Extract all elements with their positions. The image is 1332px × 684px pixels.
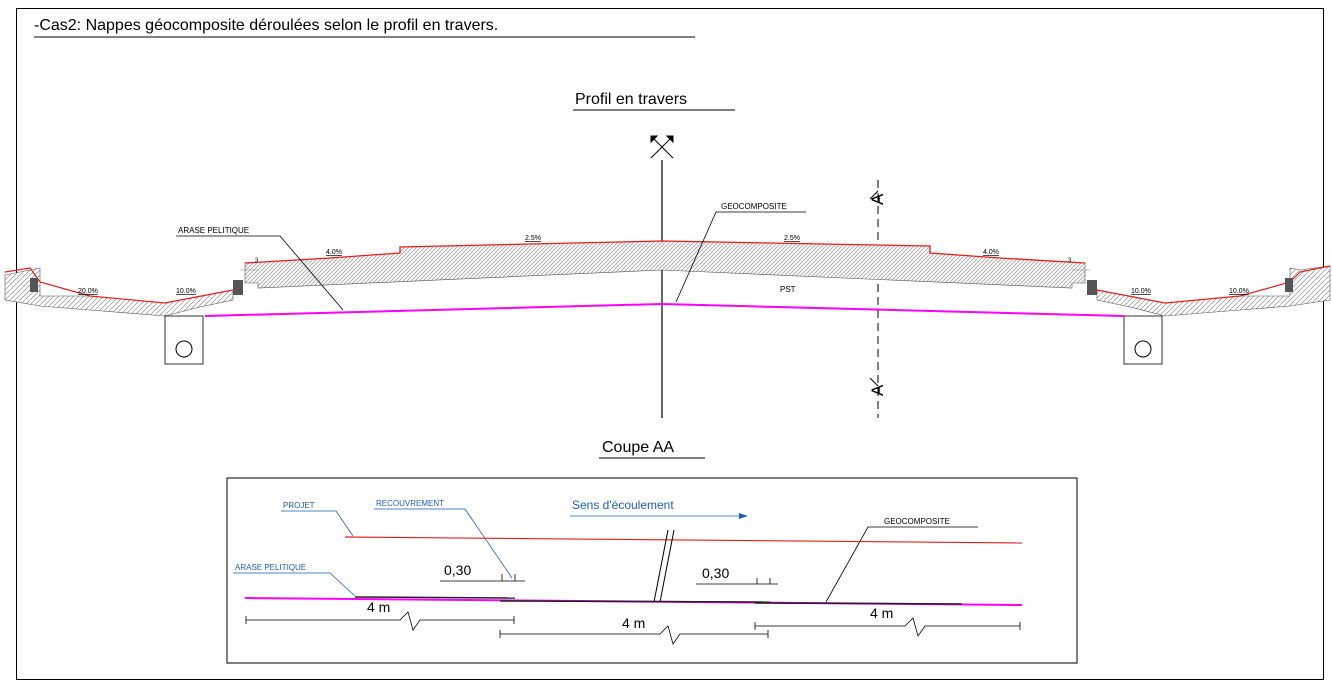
left-drain-pipe-icon [175, 340, 193, 358]
profile-label-arase: ARASE PELITIQUE [178, 226, 249, 235]
geocomposite-sheet-3 [754, 602, 963, 605]
section-label-projet: PROJET [283, 501, 315, 510]
section-marker-bottom: A [868, 384, 887, 396]
section-label-recouvrement: RECOUVREMENT [376, 499, 444, 508]
section-label-geocomposite: GEOCOMPOSITE [884, 517, 950, 526]
road-structure [233, 240, 1097, 295]
profile-label-geocomposite: GEOCOMPOSITE [721, 202, 787, 211]
profile-title: Profil en travers [575, 91, 687, 108]
slope-left-shoulder: 4.0% [326, 249, 342, 256]
projet-line [344, 536, 1023, 544]
leader-arase [233, 572, 356, 597]
overlap-2: 0,30 [702, 565, 729, 581]
slope-right-shoulder: 4.0% [983, 249, 999, 256]
slope-far-left: 20.0% [78, 288, 98, 295]
flow-direction: Sens d'écoulement [572, 498, 674, 512]
drawing-frame [16, 8, 1324, 680]
profile-label-pst: PST [780, 285, 796, 294]
overlap-dim-2 [696, 578, 778, 585]
left-ditch [4, 267, 234, 365]
profile-leader-arase [176, 235, 344, 311]
leader-projet [281, 510, 354, 537]
profile-leader-geocomposite [675, 211, 806, 303]
case-title: -Cas2: Nappes géocomposite déroulées sel… [34, 17, 498, 34]
leader-geocomposite [825, 526, 978, 603]
mark-left: 3 [255, 258, 259, 264]
slope-far-right: 10.0% [1229, 288, 1249, 295]
flow-arrow-icon [739, 513, 748, 519]
section-arrow-bottom [869, 377, 879, 387]
section-arrow-top [869, 190, 879, 200]
right-curb [1087, 280, 1097, 295]
left-curb [233, 280, 243, 295]
slope-right-lane: 2.5% [784, 235, 800, 242]
length-2: 4 m [622, 615, 645, 631]
section-marker-top: A [868, 193, 887, 205]
geocomposite-sheet-2 [499, 600, 771, 603]
geocomposite-sheet-1 [354, 596, 516, 599]
length-dim-3 [754, 617, 1021, 637]
slope-right-ditch: 10.0% [1131, 288, 1151, 295]
slope-left-lane: 2.5% [525, 235, 541, 242]
leader-recouvrement [374, 508, 513, 579]
arase-pelitique-line [204, 302, 1125, 317]
length-dim-2 [499, 625, 769, 645]
right-ditch [1096, 265, 1331, 365]
right-drain-pipe-icon [1134, 340, 1152, 358]
slope-left-ditch: 10.0% [176, 288, 196, 295]
section-panel [226, 477, 1078, 664]
mark-right: 3 [1068, 258, 1072, 264]
length-3: 4 m [870, 605, 893, 621]
section-title: Coupe AA [602, 439, 674, 456]
overlap-dim-1 [440, 574, 525, 582]
length-1: 4 m [367, 599, 390, 615]
section-label-arase: ARASE PELITIQUE [235, 563, 306, 572]
axis-symbol-icon [650, 135, 674, 159]
break-symbol-icon [653, 529, 675, 603]
length-dim-1 [245, 611, 515, 631]
overlap-1: 0,30 [444, 562, 471, 578]
